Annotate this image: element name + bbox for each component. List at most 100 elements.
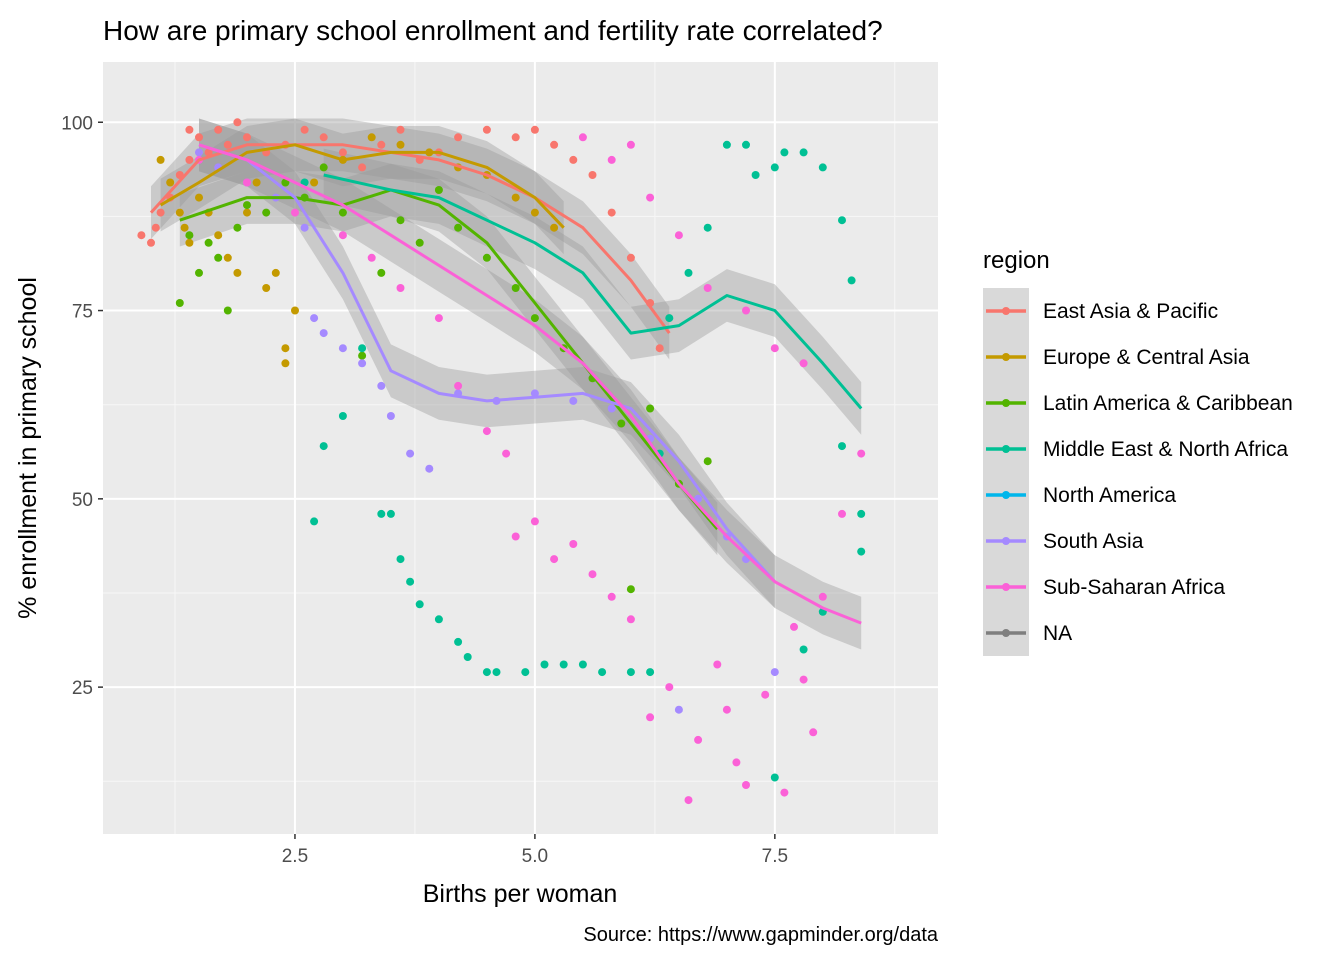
point-europe-central-asia [291, 306, 299, 315]
legend-key-point [1002, 583, 1010, 591]
point-europe-central-asia [180, 223, 189, 232]
point-south-asia [607, 404, 616, 413]
point-latin-america-caribbean [482, 253, 491, 262]
point-middle-east-north-africa [751, 171, 760, 179]
point-east-asia-pacific [626, 253, 635, 262]
point-east-asia-pacific [300, 125, 309, 134]
point-latin-america-caribbean [204, 238, 213, 247]
point-middle-east-north-africa [722, 140, 731, 149]
legend-item-sub-saharan-africa: Sub-Saharan Africa [983, 564, 1225, 610]
trend-line-europe-central-asia [159, 143, 565, 229]
point-east-asia-pacific [137, 231, 146, 240]
point-sub-saharan-africa [367, 253, 376, 262]
point-east-asia-pacific [396, 125, 405, 134]
point-latin-america-caribbean [243, 201, 251, 210]
point-sub-saharan-africa [482, 427, 491, 436]
y-tick-label: 75 [72, 302, 93, 323]
point-east-asia-pacific [358, 163, 367, 172]
legend-label: Europe & Central Asia [1043, 346, 1250, 369]
x-axis: 2.5 5.0 7.5 [282, 834, 788, 867]
legend-item-east-asia-pacific: East Asia & Pacific [983, 288, 1218, 334]
legend-label: North America [1043, 484, 1176, 507]
chart-caption: Source: https://www.gapminder.org/data [583, 924, 939, 946]
legend-label: Latin America & Caribbean [1043, 392, 1293, 415]
point-europe-central-asia [550, 223, 559, 232]
point-sub-saharan-africa [799, 675, 808, 684]
point-east-asia-pacific [511, 133, 520, 142]
point-sub-saharan-africa [665, 683, 674, 692]
point-east-asia-pacific [185, 125, 194, 134]
point-europe-central-asia [530, 208, 539, 217]
point-sub-saharan-africa [742, 781, 750, 789]
point-sub-saharan-africa [338, 231, 347, 240]
y-tick-label: 100 [61, 113, 93, 134]
trend-line-middle-east-north-africa [323, 173, 863, 410]
legend-item-europe-central-asia: Europe & Central Asia [983, 334, 1250, 380]
point-middle-east-north-africa [463, 653, 472, 661]
point-middle-east-north-africa [742, 140, 750, 149]
point-middle-east-north-africa [818, 163, 827, 172]
point-east-asia-pacific [214, 125, 223, 134]
point-sub-saharan-africa [838, 509, 846, 518]
point-sub-saharan-africa [530, 517, 539, 526]
point-south-asia [310, 314, 319, 323]
point-sub-saharan-africa [243, 178, 251, 187]
x-tick-label: 5.0 [522, 846, 548, 867]
point-east-asia-pacific [454, 133, 463, 142]
legend-item-na: NA [983, 610, 1072, 656]
point-sub-saharan-africa [809, 728, 818, 737]
x-tick-label: 7.5 [762, 846, 788, 867]
point-latin-america-caribbean [626, 585, 635, 594]
point-europe-central-asia [243, 208, 251, 217]
point-europe-central-asia [175, 208, 184, 217]
point-south-asia [377, 381, 386, 390]
point-east-asia-pacific [655, 344, 664, 353]
point-south-asia [770, 668, 779, 677]
point-middle-east-north-africa [319, 442, 328, 451]
point-sub-saharan-africa [626, 615, 635, 624]
point-east-asia-pacific [530, 125, 539, 134]
point-sub-saharan-africa [511, 532, 520, 541]
point-south-asia [300, 223, 309, 232]
point-sub-saharan-africa [626, 140, 635, 149]
point-middle-east-north-africa [386, 509, 395, 518]
point-sub-saharan-africa [646, 193, 655, 202]
point-east-asia-pacific [588, 171, 597, 179]
point-sub-saharan-africa [790, 622, 798, 631]
trend-line-sub-saharan-africa [198, 143, 862, 625]
point-middle-east-north-africa [482, 668, 491, 677]
point-east-asia-pacific [195, 133, 203, 142]
point-east-asia-pacific [223, 140, 232, 149]
point-europe-central-asia [396, 140, 405, 149]
point-east-asia-pacific [151, 223, 160, 232]
point-middle-east-north-africa [857, 547, 866, 556]
point-sub-saharan-africa [454, 381, 463, 390]
y-tick-label: 25 [72, 678, 93, 699]
point-middle-east-north-africa [434, 615, 443, 624]
point-sub-saharan-africa [818, 592, 827, 601]
point-east-asia-pacific [607, 208, 616, 217]
legend-title: region [983, 247, 1050, 274]
point-latin-america-caribbean [703, 457, 712, 466]
point-east-asia-pacific [550, 140, 559, 149]
point-middle-east-north-africa [665, 314, 674, 323]
point-south-asia [195, 148, 203, 157]
confidence-band-east-asia-pacific [151, 118, 670, 360]
y-axis: 25 50 75 100 [61, 113, 103, 699]
point-east-asia-pacific [147, 238, 155, 247]
point-sub-saharan-africa [607, 592, 616, 601]
point-sub-saharan-africa [674, 231, 683, 240]
point-latin-america-caribbean [434, 186, 443, 194]
point-middle-east-north-africa [540, 660, 549, 669]
point-europe-central-asia [252, 178, 261, 187]
point-middle-east-north-africa [598, 668, 607, 677]
trend-line-latin-america-caribbean [179, 188, 719, 530]
point-middle-east-north-africa [406, 577, 415, 586]
point-latin-america-caribbean [396, 216, 405, 225]
point-middle-east-north-africa [838, 442, 846, 451]
point-sub-saharan-africa [722, 705, 731, 714]
point-sub-saharan-africa [291, 208, 299, 217]
legend-label: East Asia & Pacific [1043, 300, 1218, 323]
point-europe-central-asia [156, 155, 165, 164]
point-middle-east-north-africa [377, 509, 386, 518]
